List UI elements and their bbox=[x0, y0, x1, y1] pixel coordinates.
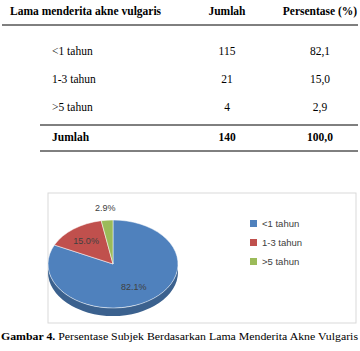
table-cell: <1 tahun bbox=[52, 45, 93, 57]
legend-label: >5 tahun bbox=[262, 256, 299, 267]
data-label: 2.9% bbox=[95, 203, 116, 213]
table-cell: >5 tahun bbox=[52, 101, 93, 113]
table-rule bbox=[40, 151, 358, 152]
table-rule bbox=[2, 25, 358, 26]
table-total-cell: Jumlah bbox=[52, 131, 90, 143]
legend-swatch bbox=[250, 220, 257, 227]
table-header-cell: Persentase (%) bbox=[283, 5, 358, 18]
legend-label: <1 tahun bbox=[262, 218, 299, 229]
table-total-cell: 140 bbox=[218, 131, 236, 143]
table-rule bbox=[40, 125, 358, 126]
caption: Gambar 4. Persentase Subjek Berdasarkan … bbox=[1, 330, 358, 342]
pie-slice bbox=[54, 221, 113, 264]
table-header-cell: Jumlah bbox=[208, 5, 246, 17]
pie-slices bbox=[48, 220, 178, 308]
caption-label: Gambar 4. bbox=[1, 330, 56, 342]
data-label: 82.1% bbox=[121, 282, 147, 292]
table-total-cell: 100,0 bbox=[307, 131, 333, 143]
table-cell: 1-3 tahun bbox=[52, 73, 96, 85]
table: Lama menderita akne vulgaris Jumlah Persen… bbox=[2, 5, 358, 151]
chart: 82.1% 15.0% 2.9% <1 tahun 1-3 tahun >5 tahun bbox=[48, 193, 356, 323]
table-cell: 115 bbox=[219, 45, 236, 57]
legend-label: 1-3 tahun bbox=[262, 237, 302, 248]
table-cell: 82,1 bbox=[310, 45, 330, 58]
table-cell: 21 bbox=[221, 73, 233, 85]
pie-slice bbox=[101, 220, 113, 264]
caption-text: Persentase Subjek Berdasarkan Lama Mende… bbox=[55, 330, 358, 342]
legend: <1 tahun 1-3 tahun >5 tahun bbox=[250, 218, 302, 267]
table-cell: 15,0 bbox=[310, 73, 330, 86]
data-label: 15.0% bbox=[73, 236, 99, 246]
pie-slice bbox=[48, 220, 178, 308]
table-cell: 2,9 bbox=[313, 101, 328, 114]
legend-swatch bbox=[250, 258, 257, 265]
pie-labels: 82.1% 15.0% 2.9% bbox=[73, 203, 146, 292]
table-header-cell: Lama menderita akne vulgaris bbox=[10, 5, 162, 18]
page: Lama menderita akne vulgaris Jumlah Persen… bbox=[0, 0, 360, 351]
legend-swatch bbox=[250, 239, 257, 246]
table-cell: 4 bbox=[224, 101, 230, 113]
chart-frame bbox=[48, 193, 356, 323]
